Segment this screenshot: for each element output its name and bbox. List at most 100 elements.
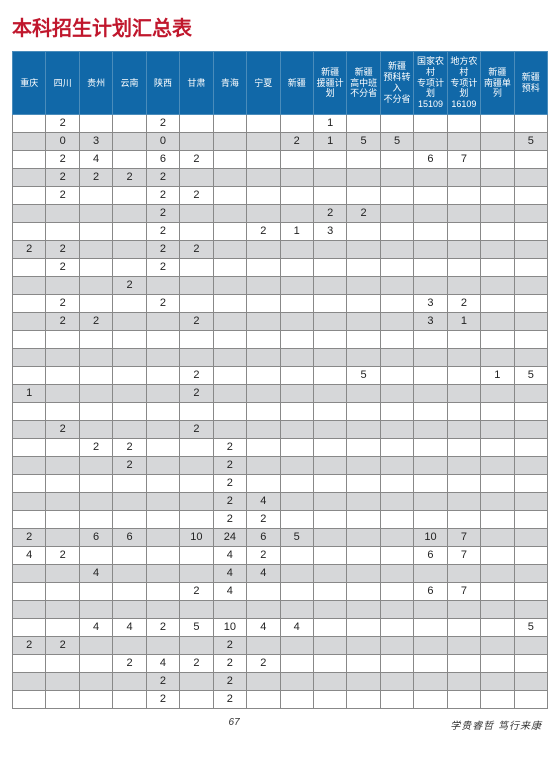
table-cell [447,510,480,528]
table-cell [380,366,413,384]
table-cell: 2 [113,654,146,672]
table-cell [347,258,380,276]
table-cell [514,402,547,420]
table-row: 444 [13,564,548,582]
table-cell [180,114,213,132]
table-cell: 2 [180,420,213,438]
table-cell [380,402,413,420]
table-cell [514,690,547,708]
table-cell [313,564,346,582]
table-cell: 2 [180,654,213,672]
table-cell [247,114,280,132]
table-cell [247,150,280,168]
table-cell [447,690,480,708]
table-row: 2 [13,276,548,294]
table-cell [447,366,480,384]
table-cell: 2 [313,204,346,222]
table-cell [447,600,480,618]
table-cell [481,348,514,366]
table-cell [280,150,313,168]
table-cell: 4 [213,582,246,600]
table-cell [313,330,346,348]
table-cell [113,690,146,708]
table-cell: 2 [180,240,213,258]
table-cell [280,240,313,258]
table-cell: 2 [46,168,79,186]
table-cell: 0 [46,132,79,150]
table-cell [113,510,146,528]
table-cell: 2 [146,222,179,240]
table-cell [347,510,380,528]
table-cell [113,294,146,312]
table-cell: 3 [313,222,346,240]
table-cell [213,132,246,150]
table-cell [13,330,46,348]
table-cell [213,168,246,186]
table-cell: 4 [213,546,246,564]
table-cell [347,546,380,564]
table-cell [481,384,514,402]
table-cell [46,654,79,672]
table-cell [514,348,547,366]
table-cell [380,258,413,276]
table-cell [313,510,346,528]
table-cell [79,690,112,708]
table-cell: 5 [347,366,380,384]
table-cell [113,240,146,258]
table-cell [347,312,380,330]
table-cell: 4 [280,618,313,636]
table-cell: 6 [247,528,280,546]
table-cell [380,564,413,582]
table-cell [180,258,213,276]
table-cell [313,636,346,654]
table-cell [180,600,213,618]
table-cell [146,420,179,438]
table-cell [113,348,146,366]
table-cell [247,690,280,708]
table-cell [46,438,79,456]
table-cell [481,636,514,654]
table-cell: 2 [146,240,179,258]
table-cell [380,636,413,654]
table-cell [313,456,346,474]
table-cell [347,402,380,420]
table-cell [180,132,213,150]
table-cell [313,474,346,492]
table-cell [447,618,480,636]
table-cell [213,294,246,312]
table-cell [481,582,514,600]
table-cell [280,402,313,420]
column-header: 新疆援疆计划 [313,52,346,115]
table-cell [514,528,547,546]
table-cell [113,150,146,168]
table-cell [79,348,112,366]
table-cell [313,546,346,564]
table-cell [180,402,213,420]
table-cell [280,330,313,348]
table-cell: 1 [481,366,514,384]
table-cell: 4 [79,564,112,582]
table-cell [113,384,146,402]
table-cell [280,384,313,402]
table-cell: 2 [180,186,213,204]
table-cell: 2 [13,240,46,258]
table-cell [347,186,380,204]
column-header: 新疆高中班不分省 [347,52,380,115]
table-cell [481,600,514,618]
table-cell: 6 [113,528,146,546]
table-cell [447,420,480,438]
table-cell [180,510,213,528]
table-cell: 2 [180,150,213,168]
table-cell [380,456,413,474]
table-cell: 6 [414,546,447,564]
table-cell [247,420,280,438]
table-cell [313,492,346,510]
table-cell [380,114,413,132]
column-header: 青海 [213,52,246,115]
table-cell [514,384,547,402]
table-row: 2515 [13,366,548,384]
table-cell [347,528,380,546]
table-cell [380,510,413,528]
table-cell [79,492,112,510]
table-cell [280,204,313,222]
